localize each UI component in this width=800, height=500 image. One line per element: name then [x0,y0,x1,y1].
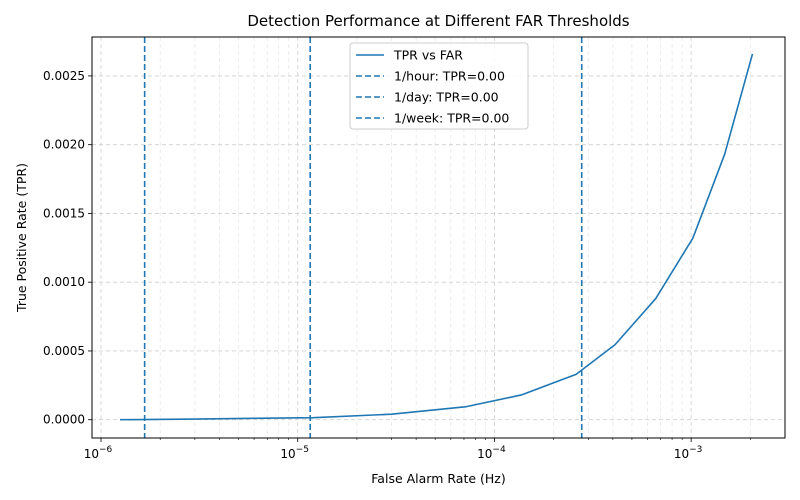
series-line [120,53,754,421]
y-tick-label: 0.0020 [43,138,85,152]
legend: TPR vs FAR 1/hour: TPR=0.00 1/day: TPR=0.0… [349,42,529,130]
x-tick-label: 10−3 [674,445,703,461]
y-axis-label: True Positive Rate (TPR) [14,163,29,313]
legend-label: 1/hour: TPR=0.00 [394,69,505,84]
legend-label: 1/week: TPR=0.00 [394,111,509,126]
x-axis-ticks: 10−6 10−5 10−4 10−3 [84,438,751,461]
y-tick-label: 0.0000 [43,413,85,427]
legend-label: TPR vs FAR [393,48,463,63]
x-tick-label: 10−5 [280,445,309,461]
legend-label: 1/day: TPR=0.00 [394,90,499,105]
x-axis-label: False Alarm Rate (Hz) [371,471,505,486]
reference-lines [143,37,583,438]
series-layer [120,53,754,421]
x-tick-label: 10−4 [477,445,506,461]
y-tick-label: 0.0010 [43,275,85,289]
y-tick-label: 0.0005 [43,344,85,358]
y-axis-ticks: 0.0000 0.0005 0.0010 0.0015 0.0020 0.0025 [43,69,92,427]
chart-title: Detection Performance at Different FAR T… [247,12,629,30]
y-tick-label: 0.0015 [43,206,85,220]
y-tick-label: 0.0025 [43,69,85,83]
plot-frame [91,36,786,439]
legend-box [349,42,529,130]
x-tick-label: 10−6 [84,445,113,461]
